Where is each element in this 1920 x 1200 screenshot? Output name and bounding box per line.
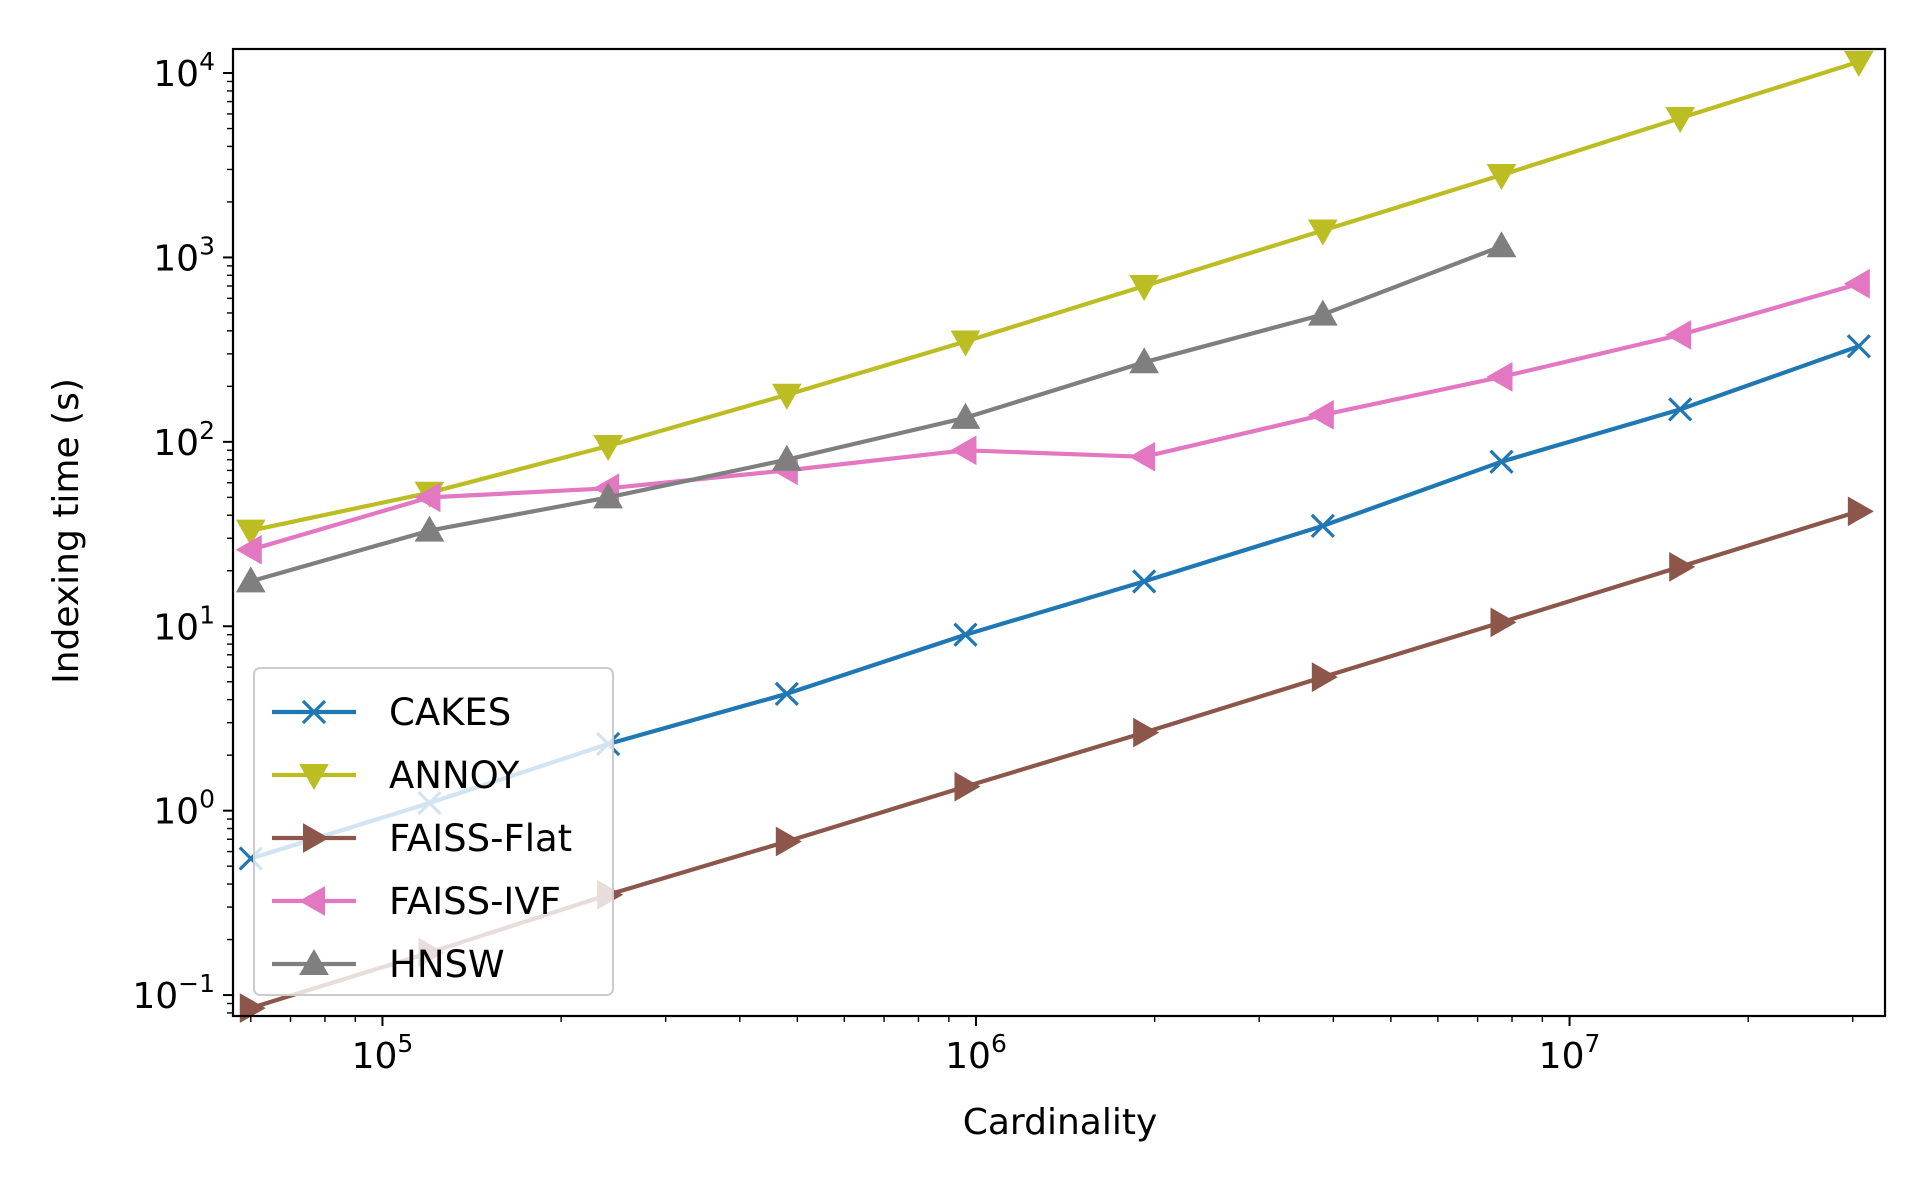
data-point-cakes-7 — [1489, 449, 1514, 474]
data-point-cakes-9 — [1846, 334, 1871, 359]
y-tick-label: 104 — [153, 47, 215, 95]
data-point-cakes-8 — [1668, 397, 1693, 422]
y-tick-mantissa: 10 — [153, 792, 199, 833]
x-tick-exponent: 6 — [991, 1029, 1007, 1058]
legend-marker — [301, 699, 327, 725]
legend-label: FAISS-IVF — [389, 880, 561, 923]
x-tick-label: 105 — [352, 1029, 414, 1077]
data-point-faiss-flat-3 — [775, 826, 802, 857]
x-tick-exponent: 5 — [397, 1029, 413, 1058]
y-tick-label: 102 — [153, 416, 215, 464]
data-point-annoy-4 — [950, 330, 981, 357]
data-point-hnsw-6 — [1307, 299, 1338, 326]
y-tick-mantissa: 10 — [153, 423, 199, 464]
y-tick-label: 103 — [153, 231, 215, 279]
data-point-cakes-6 — [1310, 513, 1335, 539]
legend-label: HNSW — [389, 943, 505, 986]
data-point-faiss-flat-8 — [1669, 551, 1696, 582]
y-tick-mantissa: 10 — [132, 976, 178, 1017]
y-tick-exponent: 1 — [199, 600, 215, 629]
legend: CAKES ANNOY FAISS-Flat FAISS-IVF HNSW — [253, 667, 614, 996]
y-tick-mantissa: 10 — [153, 607, 199, 648]
y-tick-mantissa: 10 — [153, 238, 199, 279]
y-axis-label: Indexing time (s) — [46, 378, 87, 684]
data-point-annoy-2 — [593, 434, 623, 461]
legend-marker — [298, 886, 325, 916]
data-point-faiss-flat-0 — [239, 993, 266, 1023]
data-point-hnsw-2 — [593, 482, 623, 509]
data-point-faiss-flat-9 — [1847, 496, 1874, 527]
x-tick-mantissa: 10 — [945, 1036, 991, 1077]
x-axis-label: Cardinality — [963, 1102, 1158, 1143]
legend-item-faiss-ivf: FAISS-IVF — [272, 880, 561, 923]
data-point-cakes-3 — [774, 681, 799, 706]
data-point-hnsw-4 — [950, 402, 981, 429]
legend-item-cakes: CAKES — [272, 691, 511, 734]
x-tick-label: 106 — [945, 1029, 1007, 1077]
plot-frame — [231, 47, 1887, 1018]
data-point-faiss-ivf-1 — [414, 482, 441, 513]
series-line-annoy — [250, 59, 1860, 533]
data-point-faiss-ivf-0 — [235, 534, 262, 565]
y-tick-label: 10−1 — [132, 969, 215, 1017]
data-point-faiss-ivf-9 — [1843, 268, 1870, 299]
data-point-hnsw-0 — [235, 566, 266, 593]
y-tick-exponent: 3 — [199, 231, 215, 260]
plot-content — [231, 47, 1887, 1023]
legend-item-faiss-flat: FAISS-Flat — [272, 817, 572, 860]
y-tick-label: 101 — [153, 600, 215, 648]
data-point-faiss-flat-4 — [954, 771, 981, 802]
legend-label: CAKES — [389, 691, 511, 734]
data-point-hnsw-3 — [771, 444, 802, 471]
data-point-faiss-ivf-5 — [1129, 441, 1156, 472]
y-tick-exponent: 2 — [199, 416, 215, 445]
data-point-hnsw-5 — [1129, 347, 1160, 374]
x-tick-exponent: 7 — [1584, 1029, 1600, 1058]
data-point-hnsw-1 — [414, 515, 445, 542]
data-point-faiss-ivf-4 — [950, 435, 977, 466]
legend-box — [253, 667, 614, 996]
y-tick-exponent: 4 — [199, 47, 215, 76]
series-hnsw — [235, 231, 1517, 593]
data-point-annoy-3 — [771, 383, 802, 410]
legend-item-hnsw: HNSW — [272, 943, 505, 986]
data-point-faiss-flat-6 — [1311, 662, 1338, 692]
x-tick-mantissa: 10 — [1539, 1036, 1585, 1077]
series-layer — [235, 50, 1874, 1023]
y-tick-mantissa: 10 — [153, 54, 199, 95]
y-tick-exponent: 0 — [199, 785, 215, 814]
series-line-hnsw — [250, 244, 1503, 584]
data-point-annoy-6 — [1307, 219, 1338, 246]
data-point-annoy-8 — [1665, 107, 1696, 134]
data-point-cakes-5 — [1132, 569, 1157, 594]
data-point-faiss-flat-5 — [1133, 717, 1160, 748]
legend-label: ANNOY — [389, 754, 520, 797]
x-tick-mantissa: 10 — [352, 1036, 398, 1077]
data-point-cakes-4 — [953, 622, 978, 647]
data-point-faiss-ivf-6 — [1307, 400, 1334, 430]
legend-item-annoy: ANNOY — [272, 754, 520, 797]
y-tick-label: 100 — [153, 785, 215, 833]
y-tick-exponent: −1 — [178, 969, 215, 998]
series-line-faiss-ivf — [250, 281, 1860, 552]
data-point-faiss-flat-7 — [1490, 607, 1517, 638]
legend-marker — [303, 823, 330, 853]
data-point-annoy-9 — [1843, 50, 1874, 77]
data-point-annoy-5 — [1129, 275, 1160, 302]
data-point-annoy-0 — [235, 519, 266, 546]
data-point-hnsw-7 — [1486, 231, 1517, 258]
x-tick-label: 107 — [1539, 1029, 1601, 1077]
data-point-faiss-ivf-7 — [1486, 362, 1513, 392]
data-point-annoy-7 — [1486, 163, 1517, 190]
legend-marker — [299, 764, 329, 791]
legend-label: FAISS-Flat — [389, 817, 572, 860]
legend-marker — [299, 948, 329, 975]
data-point-faiss-ivf-8 — [1665, 320, 1692, 350]
series-annoy — [235, 50, 1874, 546]
